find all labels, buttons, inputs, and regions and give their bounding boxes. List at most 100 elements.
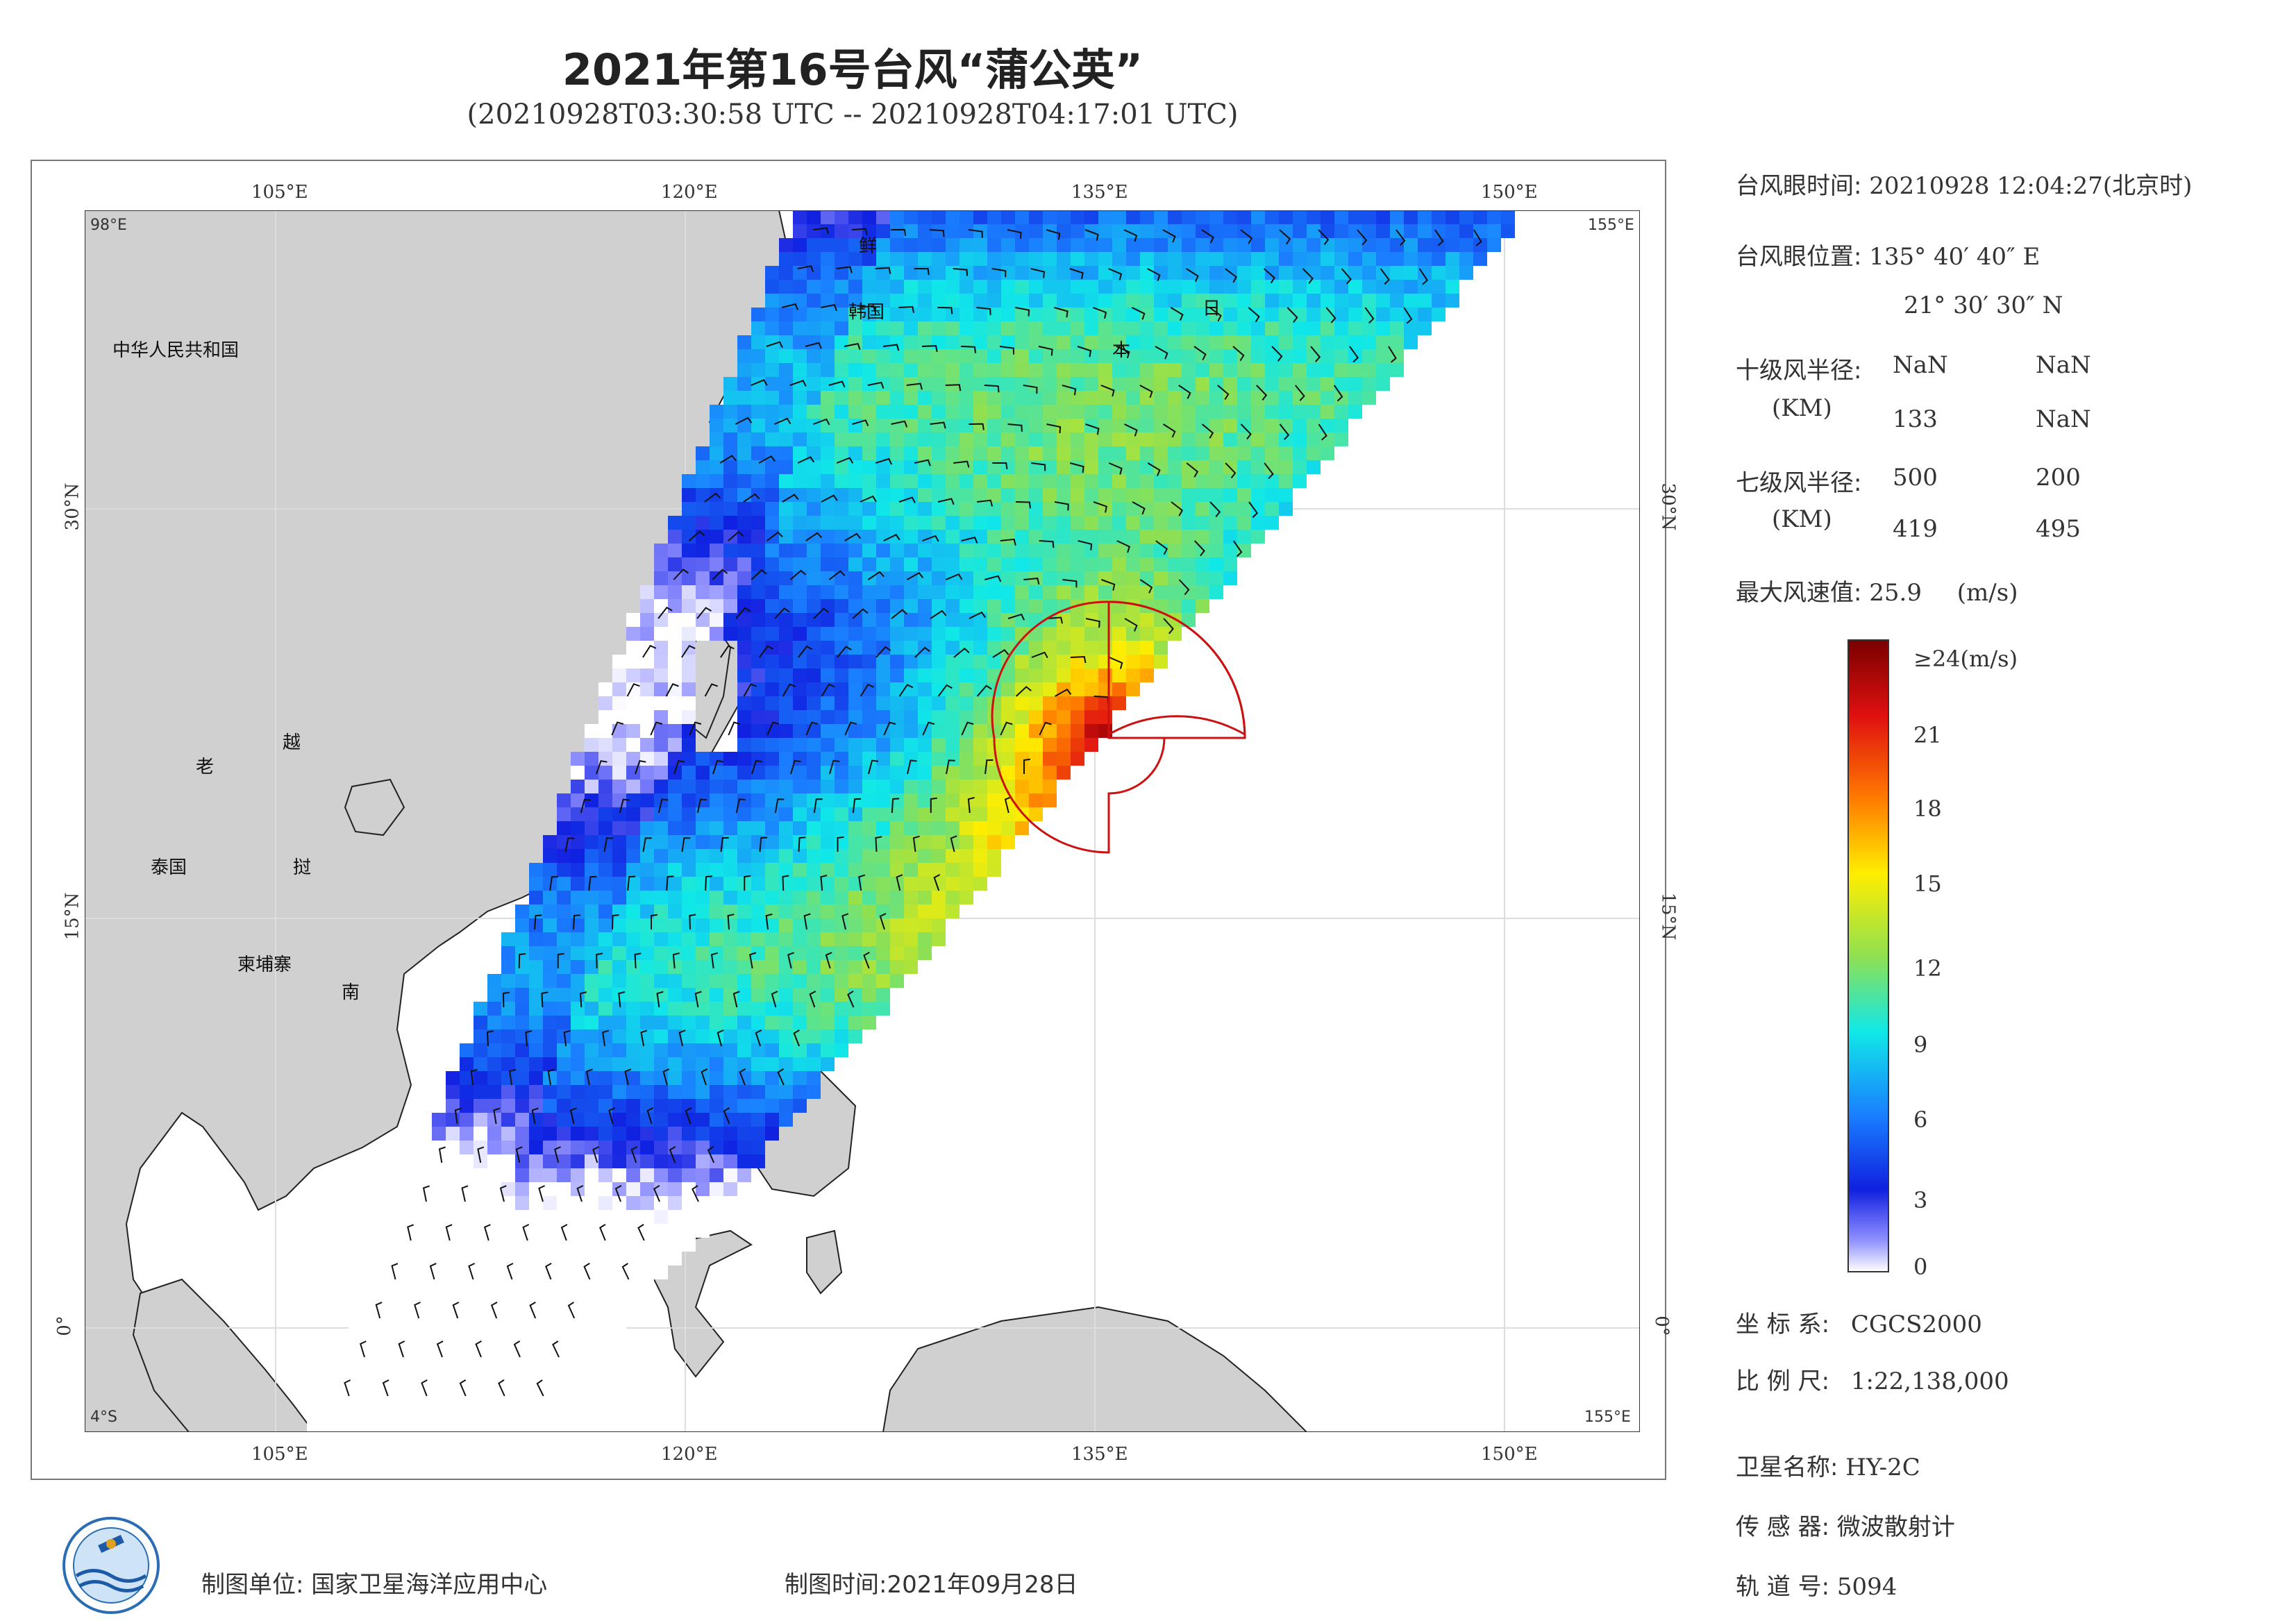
wind-barb bbox=[847, 991, 855, 1008]
wind-cell bbox=[960, 724, 973, 738]
wind-cell bbox=[1237, 516, 1251, 530]
wind-cell bbox=[904, 363, 918, 377]
wind-cell bbox=[682, 1057, 696, 1071]
wind-cell bbox=[626, 793, 640, 807]
wind-barb bbox=[793, 1029, 801, 1047]
wind-cell bbox=[654, 849, 668, 863]
wind-cell bbox=[946, 585, 960, 599]
wind-cell bbox=[1126, 530, 1140, 544]
orbit-label: 轨 道 号: bbox=[1736, 1573, 1830, 1601]
wind-cell bbox=[821, 641, 835, 655]
wind-cell bbox=[862, 210, 876, 224]
wind-cell bbox=[515, 1002, 529, 1016]
wind-cell bbox=[862, 530, 876, 544]
wind-barb bbox=[1054, 307, 1069, 318]
wind-cell bbox=[904, 266, 918, 280]
wind-cell bbox=[1362, 308, 1376, 321]
r10-unit: (KM) bbox=[1772, 394, 1832, 422]
wind-barb bbox=[852, 798, 862, 814]
wind-cell bbox=[723, 1071, 737, 1085]
wind-cell bbox=[1196, 557, 1209, 571]
wind-cell bbox=[1057, 613, 1071, 627]
wind-cell bbox=[960, 349, 973, 363]
wind-cell bbox=[585, 1293, 598, 1307]
wind-cell bbox=[751, 793, 765, 807]
wind-cell bbox=[1029, 641, 1043, 655]
wind-cell bbox=[640, 1252, 654, 1265]
wind-cell bbox=[973, 391, 987, 405]
wind-cell bbox=[1293, 432, 1307, 446]
wind-cell bbox=[751, 349, 765, 363]
wind-cell bbox=[723, 1043, 737, 1057]
wind-cell bbox=[821, 849, 835, 863]
wind-cell bbox=[890, 502, 904, 516]
wind-cell bbox=[1168, 460, 1182, 474]
wind-cell bbox=[446, 1390, 460, 1404]
wind-cell bbox=[765, 544, 779, 557]
wind-cell bbox=[987, 308, 1001, 321]
wind-cell bbox=[585, 1238, 598, 1252]
wind-cell bbox=[626, 821, 640, 835]
wind-cell bbox=[1084, 682, 1098, 696]
wind-cell bbox=[848, 905, 862, 918]
wind-cell bbox=[932, 849, 946, 863]
wind-cell bbox=[1043, 793, 1057, 807]
wind-cell bbox=[876, 419, 890, 432]
wind-cell bbox=[1154, 502, 1168, 516]
wind-cell bbox=[1279, 210, 1293, 224]
wind-cell bbox=[682, 627, 696, 641]
wind-cell bbox=[557, 1113, 571, 1127]
wind-cell bbox=[1126, 557, 1140, 571]
wind-cell bbox=[640, 1265, 654, 1279]
wind-cell bbox=[487, 1141, 501, 1154]
wind-cell bbox=[765, 1113, 779, 1127]
wind-cell bbox=[1321, 405, 1334, 419]
wind-barb bbox=[852, 608, 869, 619]
wind-cell bbox=[973, 863, 987, 877]
wind-cell bbox=[1015, 641, 1029, 655]
wind-cell bbox=[848, 432, 862, 446]
wind-cell bbox=[1237, 419, 1251, 432]
wind-cell bbox=[751, 918, 765, 932]
wind-cell bbox=[612, 932, 626, 946]
wind-cell bbox=[571, 1196, 585, 1210]
wind-cell bbox=[1001, 516, 1015, 530]
wind-cell bbox=[1307, 210, 1321, 224]
wind-cell bbox=[765, 613, 779, 627]
wind-cell bbox=[668, 793, 682, 807]
wind-cell bbox=[876, 1002, 890, 1016]
wind-cell bbox=[1196, 391, 1209, 405]
wind-cell bbox=[751, 363, 765, 377]
wind-barb bbox=[1100, 385, 1115, 397]
wind-cell bbox=[1265, 252, 1279, 266]
wind-barb bbox=[922, 721, 935, 736]
wind-cell bbox=[626, 1224, 640, 1238]
wind-cell bbox=[1196, 238, 1209, 252]
wind-cell bbox=[904, 682, 918, 696]
wind-cell bbox=[612, 835, 626, 849]
wind-cell bbox=[501, 1002, 515, 1016]
wind-cell bbox=[432, 1113, 446, 1127]
wind-cell bbox=[626, 1168, 640, 1182]
wind-cell bbox=[890, 710, 904, 724]
wind-cell bbox=[1098, 377, 1112, 391]
wind-cell bbox=[876, 974, 890, 988]
wind-cell bbox=[1071, 405, 1084, 419]
wind-cell bbox=[779, 780, 793, 793]
wind-cell bbox=[376, 1349, 390, 1363]
wind-cell bbox=[626, 1265, 640, 1279]
wind-cell bbox=[807, 238, 821, 252]
wind-cell bbox=[932, 391, 946, 405]
wind-cell bbox=[682, 918, 696, 932]
wind-cell bbox=[960, 363, 973, 377]
wind-cell bbox=[529, 1029, 543, 1043]
wind-cell bbox=[1293, 349, 1307, 363]
sensor-label: 传 感 器: bbox=[1736, 1513, 1830, 1541]
wind-cell bbox=[487, 1377, 501, 1390]
wind-cell bbox=[946, 266, 960, 280]
wind-cell bbox=[501, 1141, 515, 1154]
wind-cell bbox=[1209, 391, 1223, 405]
wind-cell bbox=[543, 918, 557, 932]
wind-cell bbox=[557, 988, 571, 1002]
wind-cell bbox=[612, 1279, 626, 1293]
